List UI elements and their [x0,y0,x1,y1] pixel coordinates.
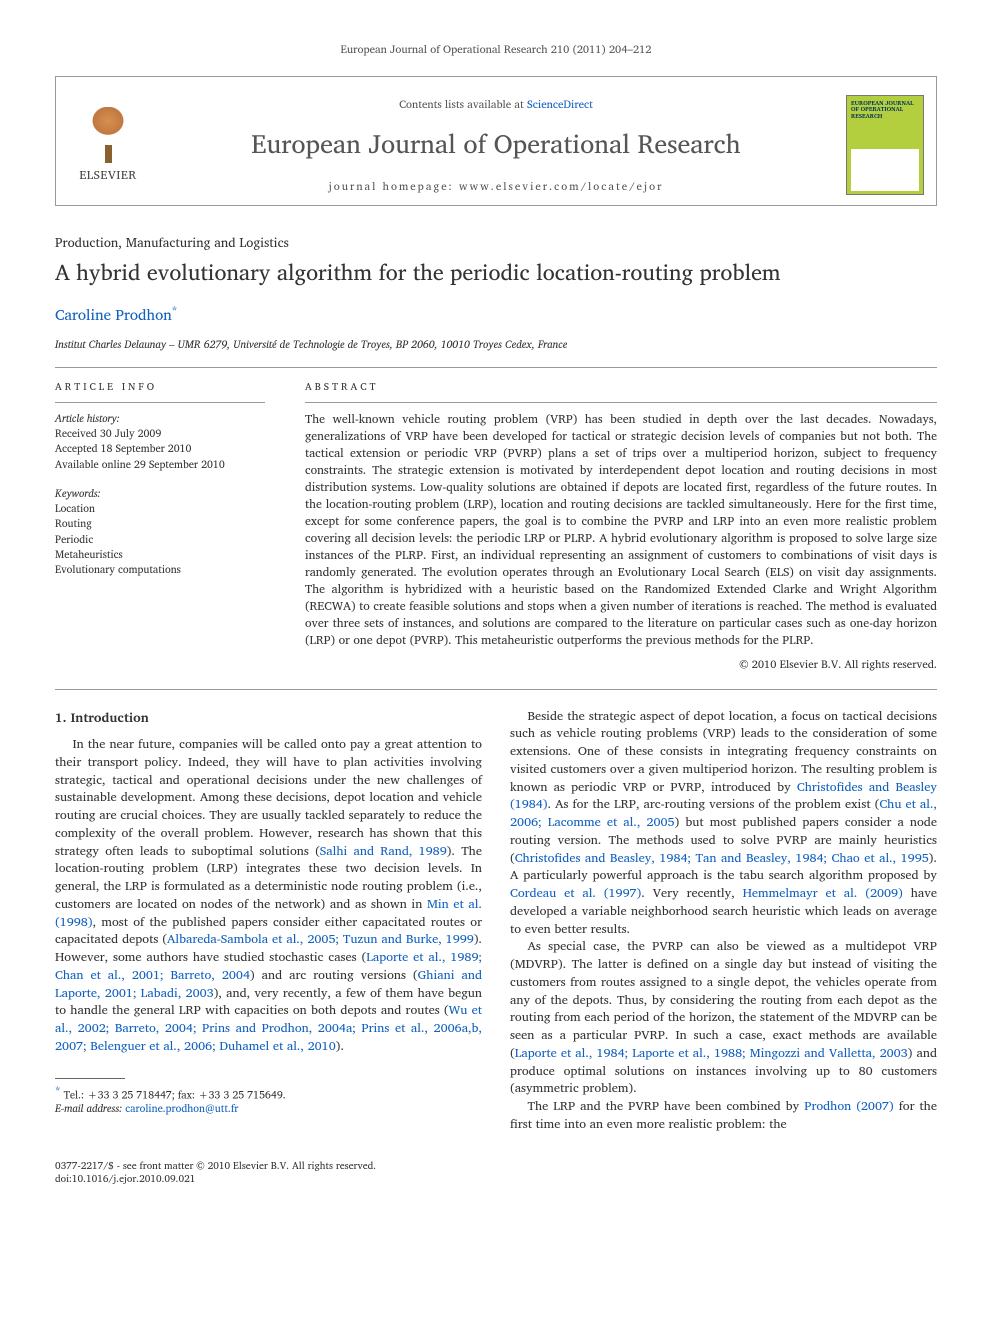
corresponding-marker: * [172,301,178,319]
footnote-email-line: E-mail address: caroline.prodhon@utt.fr [55,1101,482,1115]
publisher-name: ELSEVIER [68,166,148,185]
intro-paragraph-1: In the near future, companies will be ca… [55,736,482,1056]
keyword-item: Evolutionary computations [55,562,265,577]
intro-paragraph-2: Beside the strategic aspect of depot loc… [510,708,937,939]
divider-bottom [55,689,937,690]
elsevier-tree-icon [80,107,136,163]
page-footer: 0377-2217/$ - see front matter © 2010 El… [55,1160,937,1186]
history-online: Available online 29 September 2010 [55,457,265,472]
journal-reference: European Journal of Operational Research… [55,40,937,58]
divider-top [55,367,937,368]
article-info-heading: ARTICLE INFO [55,380,265,395]
article-section-label: Production, Manufacturing and Logistics [55,231,937,253]
abstract-text: The well-known vehicle routing problem (… [305,411,937,649]
abstract-block: ABSTRACT The well-known vehicle routing … [305,380,937,673]
intro-paragraph-3: As special case, the PVRP can also be vi… [510,938,937,1098]
abstract-copyright: © 2010 Elsevier B.V. All rights reserved… [305,657,937,673]
paper-title: A hybrid evolutionary algorithm for the … [55,259,937,287]
info-rule [55,402,265,403]
homepage-url: www.elsevier.com/locate/ejor [459,177,664,195]
contents-available-line: Contents lists available at ScienceDirec… [166,95,826,113]
text-run: ). [336,1036,344,1056]
email-link[interactable]: caroline.prodhon@utt.fr [125,1099,238,1117]
journal-title: European Journal of Operational Research [166,123,826,165]
cover-title-text: EUROPEAN JOURNAL OF OPERATIONAL RESEARCH [851,100,919,119]
journal-homepage-line: journal homepage: www.elsevier.com/locat… [166,177,826,195]
corresponding-footnote: * Tel.: +33 3 25 718447; fax: +33 3 25 7… [55,1078,482,1116]
email-label: E-mail address: [55,1099,125,1117]
intro-paragraph-4: The LRP and the PVRP have been combined … [510,1098,937,1134]
footer-doi: doi:10.1016/j.ejor.2010.09.021 [55,1173,937,1186]
article-meta-row: ARTICLE INFO Article history: Received 3… [55,380,937,673]
cover-inner-box [851,149,919,191]
authors-line: Caroline Prodhon* [55,301,937,327]
affiliation: Institut Charles Delaunay – UMR 6279, Un… [55,335,937,353]
journal-cover-thumbnail: EUROPEAN JOURNAL OF OPERATIONAL RESEARCH [846,95,924,195]
journal-header-box: ELSEVIER Contents lists available at Sci… [55,76,937,206]
publisher-logo: ELSEVIER [68,107,148,185]
abstract-heading: ABSTRACT [305,380,937,394]
sciencedirect-link[interactable]: ScienceDirect [527,95,593,113]
author-link[interactable]: Caroline Prodhon [55,302,172,327]
abstract-rule [305,402,937,403]
section-heading-intro: 1. Introduction [55,708,482,726]
body-two-column: 1. Introduction In the near future, comp… [55,708,937,1134]
article-info-block: ARTICLE INFO Article history: Received 3… [55,380,265,673]
footnote-rule [55,1078,125,1079]
contents-prefix: Contents lists available at [399,95,527,113]
homepage-prefix: journal homepage: [329,177,459,195]
citation-link[interactable]: Prodhon (2007) [804,1096,894,1116]
